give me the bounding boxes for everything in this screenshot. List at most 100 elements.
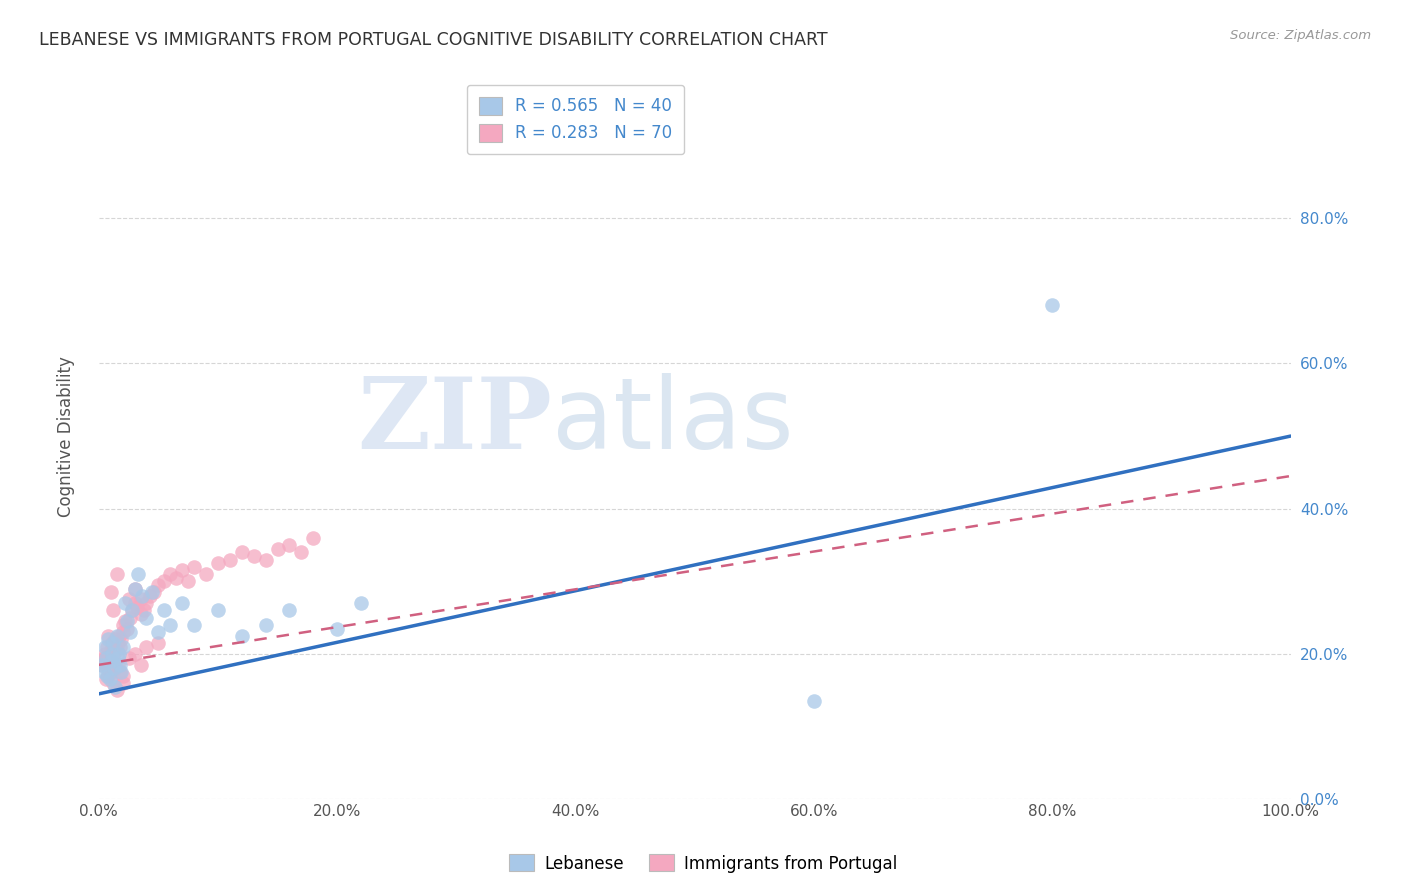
Point bbox=[100, 654, 122, 668]
Point bbox=[94, 657, 117, 672]
Point bbox=[131, 589, 153, 603]
Point bbox=[254, 618, 277, 632]
Point bbox=[104, 680, 127, 694]
Point bbox=[302, 531, 325, 545]
Point bbox=[139, 589, 162, 603]
Point bbox=[97, 632, 120, 647]
Point bbox=[90, 654, 112, 668]
Point bbox=[121, 603, 143, 617]
Point bbox=[165, 571, 187, 585]
Point bbox=[350, 596, 373, 610]
Point bbox=[135, 610, 157, 624]
Point bbox=[159, 618, 181, 632]
Point bbox=[114, 596, 136, 610]
Point bbox=[110, 665, 132, 679]
Point bbox=[103, 654, 125, 668]
Point bbox=[172, 563, 194, 577]
Point bbox=[148, 636, 170, 650]
Point bbox=[105, 567, 128, 582]
Point bbox=[129, 657, 152, 672]
Point bbox=[97, 629, 120, 643]
Point bbox=[101, 647, 124, 661]
Point bbox=[97, 669, 120, 683]
Point bbox=[132, 603, 155, 617]
Point bbox=[118, 610, 141, 624]
Point bbox=[110, 640, 132, 654]
Point bbox=[135, 640, 157, 654]
Y-axis label: Cognitive Disability: Cognitive Disability bbox=[58, 356, 75, 516]
Point bbox=[127, 567, 149, 582]
Point bbox=[111, 676, 134, 690]
Point bbox=[121, 603, 143, 617]
Legend: R = 0.565   N = 40, R = 0.283   N = 70: R = 0.565 N = 40, R = 0.283 N = 70 bbox=[467, 85, 685, 154]
Point bbox=[114, 614, 136, 628]
Point bbox=[98, 673, 121, 687]
Point bbox=[135, 596, 157, 610]
Point bbox=[108, 629, 131, 643]
Text: ZIP: ZIP bbox=[357, 373, 551, 470]
Point bbox=[117, 592, 139, 607]
Point bbox=[91, 657, 114, 672]
Point bbox=[107, 650, 129, 665]
Point bbox=[108, 647, 131, 661]
Point bbox=[94, 640, 117, 654]
Point bbox=[93, 650, 115, 665]
Point bbox=[124, 647, 146, 661]
Point bbox=[94, 650, 117, 665]
Point bbox=[129, 592, 152, 607]
Point bbox=[117, 622, 139, 636]
Point bbox=[111, 669, 134, 683]
Point bbox=[97, 650, 120, 665]
Point bbox=[159, 567, 181, 582]
Point bbox=[148, 625, 170, 640]
Point bbox=[96, 669, 118, 683]
Point bbox=[101, 676, 124, 690]
Point bbox=[242, 549, 264, 563]
Point bbox=[101, 647, 124, 661]
Point bbox=[103, 661, 125, 675]
Point bbox=[98, 665, 121, 679]
Point bbox=[94, 647, 117, 661]
Point bbox=[91, 657, 114, 672]
Point bbox=[142, 585, 165, 599]
Point bbox=[219, 552, 242, 566]
Point bbox=[183, 559, 205, 574]
Point bbox=[266, 541, 288, 556]
Point bbox=[110, 665, 132, 679]
Point bbox=[195, 567, 218, 582]
Point bbox=[118, 625, 141, 640]
Point bbox=[207, 603, 229, 617]
Point bbox=[100, 643, 122, 657]
Point bbox=[107, 636, 129, 650]
Point bbox=[231, 629, 253, 643]
Point bbox=[101, 603, 124, 617]
Point bbox=[803, 694, 825, 708]
Point bbox=[100, 585, 122, 599]
Point bbox=[104, 661, 127, 675]
Point bbox=[153, 574, 176, 589]
Point bbox=[101, 636, 124, 650]
Point bbox=[278, 538, 301, 552]
Point bbox=[96, 640, 118, 654]
Point bbox=[172, 596, 194, 610]
Point bbox=[1040, 298, 1063, 312]
Point bbox=[111, 625, 134, 640]
Point bbox=[278, 603, 301, 617]
Point bbox=[94, 673, 117, 687]
Point bbox=[207, 556, 229, 570]
Text: Source: ZipAtlas.com: Source: ZipAtlas.com bbox=[1230, 29, 1371, 42]
Point bbox=[105, 629, 128, 643]
Point bbox=[107, 657, 129, 672]
Point bbox=[124, 582, 146, 596]
Point bbox=[110, 657, 132, 672]
Point bbox=[177, 574, 200, 589]
Point bbox=[111, 640, 134, 654]
Text: atlas: atlas bbox=[551, 373, 793, 470]
Point bbox=[141, 585, 163, 599]
Text: LEBANESE VS IMMIGRANTS FROM PORTUGAL COGNITIVE DISABILITY CORRELATION CHART: LEBANESE VS IMMIGRANTS FROM PORTUGAL COG… bbox=[39, 31, 828, 49]
Point bbox=[125, 599, 148, 614]
Legend: Lebanese, Immigrants from Portugal: Lebanese, Immigrants from Portugal bbox=[502, 847, 904, 880]
Point bbox=[129, 607, 152, 621]
Point bbox=[93, 665, 115, 679]
Point bbox=[101, 636, 124, 650]
